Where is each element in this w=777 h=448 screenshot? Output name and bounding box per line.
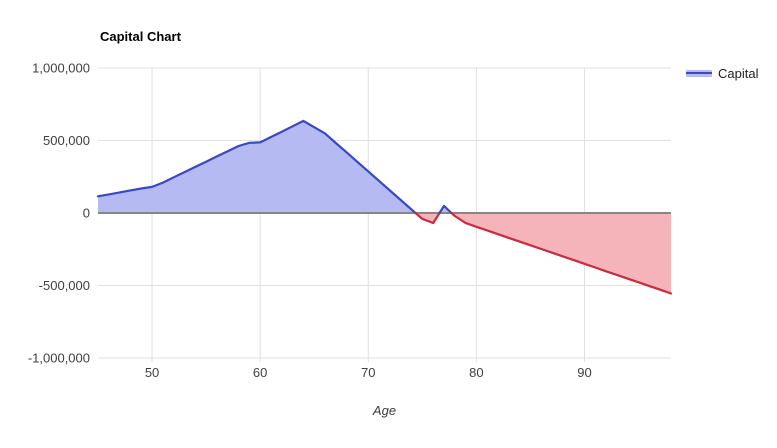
x-tick-label: 50 xyxy=(145,365,159,380)
x-tick-label: 60 xyxy=(253,365,267,380)
x-tick-label: 90 xyxy=(577,365,591,380)
y-tick-label: -500,000 xyxy=(39,278,90,293)
x-tick-label: 80 xyxy=(469,365,483,380)
capital-line-positive xyxy=(96,119,417,215)
y-tick-label: 500,000 xyxy=(43,133,90,148)
capital-line-negative xyxy=(450,211,673,295)
x-tick-label: 70 xyxy=(361,365,375,380)
x-axis-title: Age xyxy=(372,403,397,418)
legend-label: Capital xyxy=(718,66,759,81)
chart-title: Capital Chart xyxy=(100,29,181,44)
legend-swatch-line xyxy=(686,72,712,74)
capital-line-negative xyxy=(414,211,441,225)
y-tick-label: -1,000,000 xyxy=(28,351,90,366)
y-tick-label: 0 xyxy=(83,206,90,221)
capital-line-positive xyxy=(438,204,453,215)
capital-area-negative xyxy=(451,213,671,294)
legend: Capital xyxy=(686,66,758,81)
capital-series-legend-swatch-icon xyxy=(686,70,712,77)
y-tick-label: 1,000,000 xyxy=(32,61,90,76)
